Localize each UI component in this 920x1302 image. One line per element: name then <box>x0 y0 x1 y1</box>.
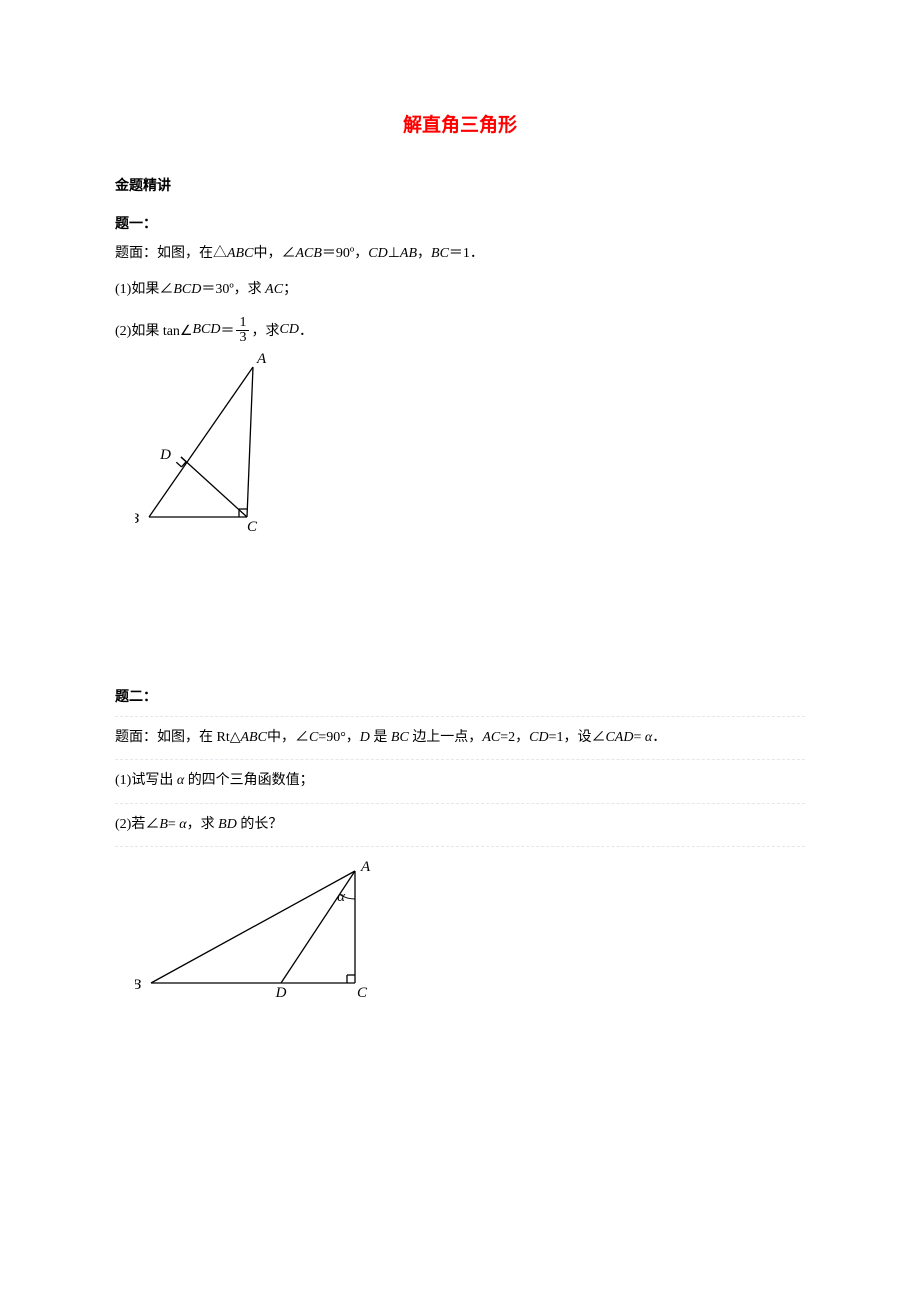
text: =90°， <box>318 730 360 745</box>
text: 的四个三角函数值； <box>184 773 314 788</box>
problem2-stem: 题面：如图，在 Rt△ABC中，∠C=90°，D 是 BC 边上一点，AC=2，… <box>115 727 805 760</box>
svg-text:D: D <box>159 447 171 463</box>
text-italic: CD <box>529 730 548 745</box>
triangle-figure-1: A B C D <box>135 351 275 531</box>
problem2-figure: A B C Dα <box>135 857 805 1002</box>
text: ，求 <box>187 817 219 832</box>
text-italic: C <box>309 730 318 745</box>
text-italic: ACB <box>295 246 321 261</box>
text: ， <box>417 246 431 261</box>
page-title: 解直角三角形 <box>115 110 805 137</box>
text-italic: BC <box>431 246 449 261</box>
text-italic: CD <box>368 246 387 261</box>
problem2-q2: (2)若∠B= α，求 BD 的长？ <box>115 814 805 847</box>
text-italic: AB <box>400 246 417 261</box>
text: 边上一点， <box>409 730 483 745</box>
text: 题面：如图，在△ <box>115 246 227 261</box>
text: ． <box>652 730 666 745</box>
text: = <box>633 730 644 745</box>
text-italic: AC <box>265 282 283 297</box>
text: 题面：如图，在 Rt△ <box>115 730 241 745</box>
problem1-header: 题一： <box>115 213 805 233</box>
text-italic: D <box>360 730 370 745</box>
text: ，求 <box>251 320 279 340</box>
text-italic: ABC <box>227 246 253 261</box>
svg-text:C: C <box>357 985 368 997</box>
text: 的长？ <box>237 817 283 832</box>
svg-text:C: C <box>247 519 258 531</box>
text: = <box>168 817 179 832</box>
text: =2， <box>500 730 529 745</box>
text-italic: BC <box>391 730 409 745</box>
text: ． <box>299 320 313 340</box>
text: ＝90º， <box>322 246 368 261</box>
text: 是 <box>370 730 391 745</box>
text: 中，∠ <box>267 730 309 745</box>
text: ＝1． <box>449 246 484 261</box>
svg-text:B: B <box>135 511 139 527</box>
text: (2)若∠ <box>115 817 159 832</box>
text: ； <box>283 282 297 297</box>
triangle-figure-2: A B C Dα <box>135 857 385 997</box>
problem1-q2: (2)如果 tan∠BCD＝ 1 3 ，求 CD． <box>115 316 805 345</box>
text: =1，设∠ <box>549 730 606 745</box>
svg-text:D: D <box>275 985 287 997</box>
text: (2)如果 tan∠ <box>115 320 192 340</box>
problem1-stem: 题面：如图，在△ABC中，∠ACB＝90º，CD⊥AB，BC＝1． <box>115 243 805 265</box>
svg-text:A: A <box>256 351 267 367</box>
text-italic: α <box>179 817 186 832</box>
text-italic: BD <box>218 817 237 832</box>
spacer <box>115 566 805 686</box>
text-italic: B <box>159 817 168 832</box>
text-italic: ABC <box>241 730 267 745</box>
svg-text:B: B <box>135 977 141 993</box>
text-italic: AC <box>482 730 500 745</box>
text-italic: BCD <box>192 322 220 338</box>
text: ＝30º，求 <box>201 282 265 297</box>
text: (1)如果∠ <box>115 282 173 297</box>
fraction: 1 3 <box>236 316 249 345</box>
problem1-figure: A B C D <box>135 351 805 536</box>
fraction-denominator: 3 <box>236 331 249 345</box>
section-header: 金题精讲 <box>115 175 805 195</box>
text-italic: CD <box>279 322 298 338</box>
svg-text:A: A <box>360 859 371 875</box>
svg-text:α: α <box>337 889 346 905</box>
text: ＝ <box>220 320 234 340</box>
problem2-q1: (1)试写出 α 的四个三角函数值； <box>115 770 805 803</box>
fraction-numerator: 1 <box>236 316 249 331</box>
problem2-header: 题二： <box>115 686 805 717</box>
problem1-q1: (1)如果∠BCD＝30º，求 AC； <box>115 279 805 301</box>
text: 中，∠ <box>253 246 295 261</box>
text: (1)试写出 <box>115 773 177 788</box>
text-italic: CAD <box>605 730 633 745</box>
text-italic: BCD <box>173 282 201 297</box>
text: ⊥ <box>388 246 400 261</box>
